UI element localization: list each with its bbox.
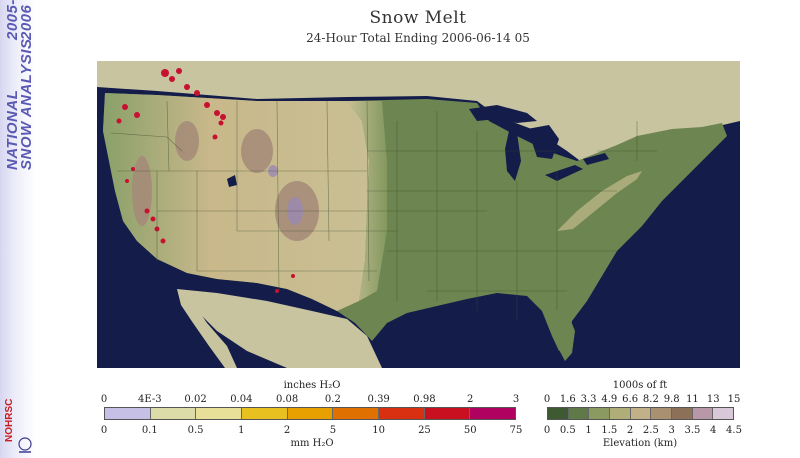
melt-swatch xyxy=(287,408,334,419)
lake-huron xyxy=(527,125,559,159)
elev-bottom-label: 0.5 xyxy=(559,425,576,436)
side-banner: NATIONAL SNOW ANALYSIS 2005- 2006 NOHRSC xyxy=(0,0,36,458)
elevation-color-bar xyxy=(547,407,734,420)
elev-swatch xyxy=(651,408,673,419)
banner-snow-analysis: SNOW ANALYSIS xyxy=(18,38,35,170)
elev-swatch xyxy=(610,408,631,419)
melt-top-label: 0.39 xyxy=(367,394,390,405)
melt-bottom-label: 0.1 xyxy=(141,425,158,436)
elev-top-label: 9.8 xyxy=(663,394,680,405)
western-highlands xyxy=(103,93,369,311)
elev-top-label: 11 xyxy=(686,394,699,405)
nohrsc-logo: NOHRSC xyxy=(2,382,34,456)
elev-top-label: 6.6 xyxy=(622,394,639,405)
elev-bottom-label: 2 xyxy=(626,425,634,436)
elev-top-label: 0 xyxy=(543,394,551,405)
melt-swatch xyxy=(196,408,243,419)
elev-legend-bottom-unit: Elevation (km) xyxy=(602,438,678,449)
melt-bottom-label: 0.5 xyxy=(187,425,204,436)
melt-top-label: 0.98 xyxy=(413,394,436,405)
florida xyxy=(542,309,575,361)
elev-top-label: 4.9 xyxy=(601,394,618,405)
nohrsc-logo-text: NOHRSC xyxy=(4,399,15,442)
melt-swatch xyxy=(105,408,151,419)
state-borders xyxy=(110,100,657,321)
melt-swatch xyxy=(242,408,288,419)
elev-bottom-label: 4.5 xyxy=(726,425,742,436)
elev-swatch xyxy=(692,408,714,419)
melt-top-label: 4E-3 xyxy=(137,394,162,405)
melt-legend-top-unit: inches H₂O xyxy=(283,380,341,391)
map-subtitle: 24-Hour Total Ending 2006-06-14 05 xyxy=(306,31,530,45)
elev-swatch xyxy=(630,408,652,419)
elev-bottom-label: 2.5 xyxy=(642,425,659,436)
melt-top-label: 0.02 xyxy=(184,394,207,405)
elev-top-label: 3.3 xyxy=(580,394,597,405)
melt-legend-bottom-unit: mm H₂O xyxy=(290,438,334,449)
lake-superior xyxy=(469,105,537,123)
elev-bottom-label: 3.5 xyxy=(684,425,701,436)
lake-erie xyxy=(545,165,583,181)
melt-top-label: 0.08 xyxy=(275,394,299,405)
appalachian-ridge xyxy=(557,171,642,231)
elev-top-label: 8.2 xyxy=(642,394,659,405)
elev-bottom-label: 1.5 xyxy=(601,425,618,436)
melt-swatch xyxy=(424,408,471,419)
elev-swatch xyxy=(548,408,569,419)
elev-legend-top-unit: 1000s of ft xyxy=(612,380,668,391)
canada-land xyxy=(97,61,740,166)
great-salt-lake xyxy=(227,175,237,187)
snow-melt-map[interactable] xyxy=(97,61,740,368)
melt-bottom-label: 50 xyxy=(463,425,477,436)
banner-year-end: 2006 xyxy=(18,4,35,40)
melt-swatch xyxy=(333,408,380,419)
elev-top-label: 13 xyxy=(706,394,720,405)
elev-bottom-label: 0 xyxy=(543,425,551,436)
melt-bottom-label: 5 xyxy=(329,425,337,436)
snow-melt-legend: inches H₂O 0 4E-3 0.02 0.04 0.08 0.2 0.39 0.98 2… xyxy=(97,378,527,450)
melt-top-label: 0.04 xyxy=(230,394,253,405)
mountain-terrain xyxy=(132,121,319,241)
elev-swatch xyxy=(713,408,734,419)
elev-swatch xyxy=(672,408,693,419)
elev-bottom-label: 4 xyxy=(710,425,717,436)
elev-swatch xyxy=(568,408,590,419)
elev-bottom-label: 1 xyxy=(585,425,592,436)
melt-top-label: 0 xyxy=(100,394,108,405)
melt-swatch xyxy=(470,408,516,419)
map-title: Snow Melt xyxy=(369,8,467,28)
elev-bottom-label: 3 xyxy=(668,425,675,436)
elev-top-label: 1.6 xyxy=(559,394,576,405)
baja-land xyxy=(177,289,237,368)
melt-bottom-label: 1 xyxy=(238,425,245,436)
elev-top-label: 15 xyxy=(727,394,741,405)
melt-color-bar xyxy=(104,407,516,420)
lake-ontario xyxy=(583,153,609,165)
snow-melt-hotspots xyxy=(116,68,295,293)
melt-top-label: 2 xyxy=(467,394,474,405)
melt-bottom-label: 25 xyxy=(418,425,431,436)
melt-top-label: 3 xyxy=(512,394,520,405)
melt-swatch xyxy=(150,408,197,419)
melt-swatch xyxy=(379,408,425,419)
melt-top-label: 0.2 xyxy=(324,394,341,405)
melt-bottom-label: 10 xyxy=(372,425,386,436)
melt-bottom-label: 0 xyxy=(100,425,108,436)
elev-swatch xyxy=(589,408,611,419)
melt-bottom-label: 2 xyxy=(283,425,291,436)
mexico-land xyxy=(177,289,382,368)
lake-michigan xyxy=(505,131,521,181)
melt-bottom-label: 75 xyxy=(509,425,523,436)
